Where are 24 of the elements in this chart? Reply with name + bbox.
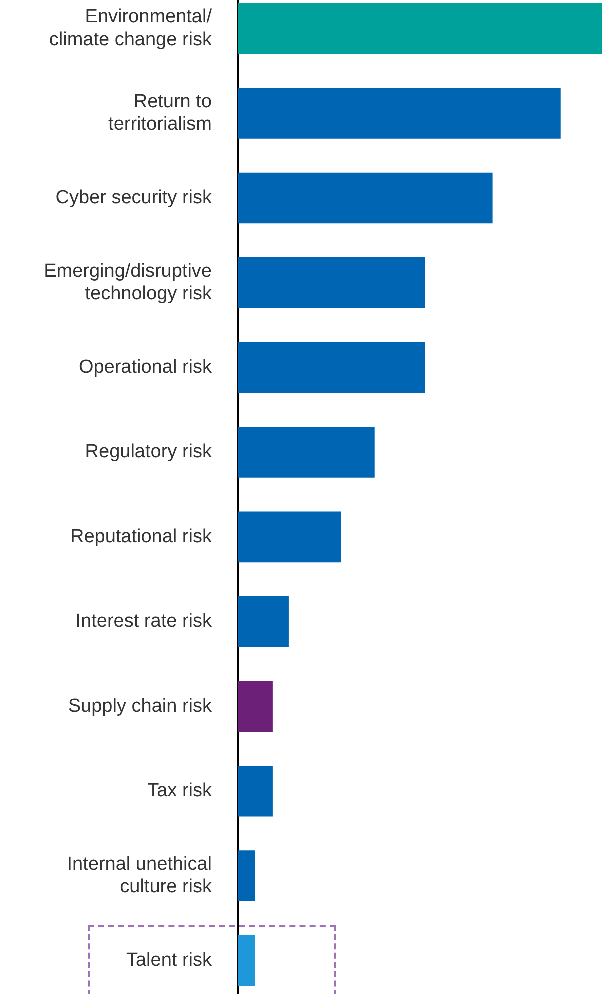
y-tick-label: Regulatory risk [85,442,212,463]
bar [238,935,256,986]
bar [238,681,273,732]
bar [238,172,493,224]
y-tick-label: Cyber security risk [56,187,212,208]
y-tick-label: Reputational risk [70,526,212,548]
bar [238,342,426,394]
y-tick-label: Environmental/climate change risk [49,6,213,50]
bar [238,766,273,817]
y-tick-label: Return to territorialism [108,91,212,136]
y-tick-label: Internal unethical culture risk [67,854,212,898]
bar [238,3,602,54]
bar [238,512,342,563]
y-tick-label: Supply chain risk [68,696,212,717]
bar [238,427,375,478]
bar [238,258,426,308]
y-tick-label: Tax risk [148,780,212,802]
y-tick-label: Talent risk [126,950,212,972]
y-tick-label: Interest rate risk [76,611,212,632]
y-tick-label: Emerging/disruptive technology risk [44,260,212,305]
bar [238,596,289,648]
y-tick-label: Operational risk [78,356,212,378]
bar [238,88,561,139]
bar [238,850,256,902]
